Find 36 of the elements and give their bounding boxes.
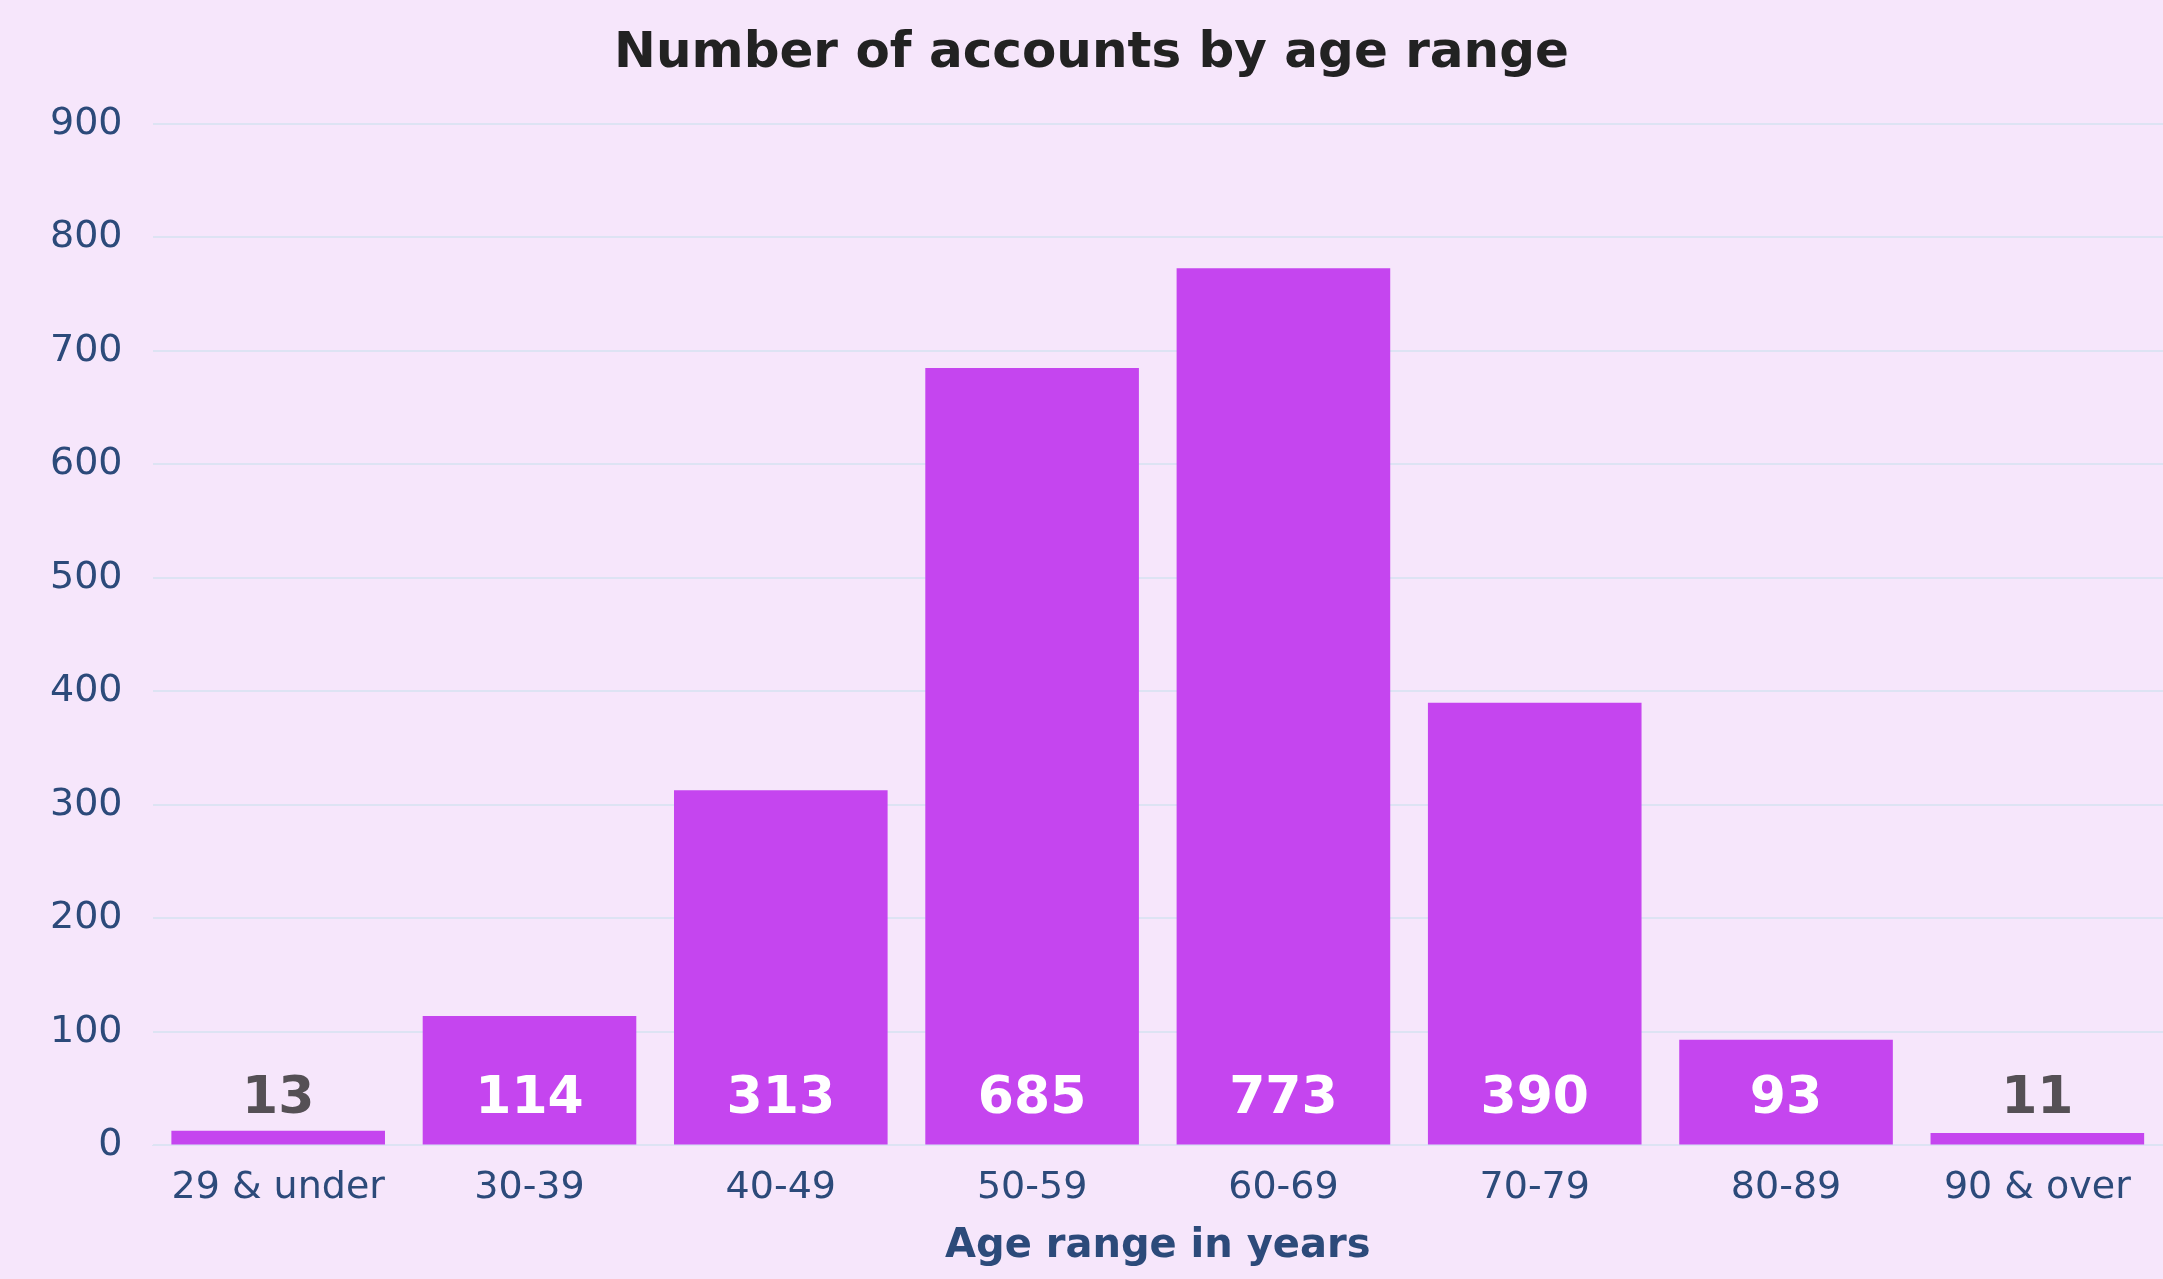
y-tick-label: 300 [50, 779, 123, 824]
y-tick-label: 800 [50, 212, 123, 257]
x-tick-label: 70-79 [1479, 1163, 1590, 1208]
data-label: 13 [242, 1064, 315, 1125]
data-label: 11 [2001, 1064, 2074, 1125]
chart-title: Number of accounts by age range [614, 20, 1569, 79]
bar [925, 368, 1139, 1145]
x-tick-label: 29 & under [171, 1163, 386, 1208]
x-tick-label: 50-59 [976, 1163, 1088, 1208]
y-tick-label: 400 [50, 666, 123, 711]
data-label: 313 [726, 1064, 836, 1125]
y-tick-label: 500 [50, 552, 123, 597]
bar [1427, 702, 1642, 1145]
bar [422, 1016, 637, 1145]
bar [1679, 1039, 1893, 1145]
data-label: 685 [977, 1064, 1087, 1125]
x-tick-label: 60-69 [1228, 1163, 1339, 1208]
y-tick-label: 700 [50, 325, 123, 370]
y-tick-label: 900 [50, 98, 123, 143]
x-axis-title: Age range in years [945, 1220, 1371, 1267]
data-label: 390 [1480, 1064, 1589, 1125]
x-tick-label: 40-49 [725, 1163, 837, 1208]
x-tick-label: 30-39 [474, 1163, 585, 1208]
bar [1930, 1132, 2145, 1145]
x-tick-label: 90 & over [1943, 1163, 2132, 1208]
data-label: 93 [1749, 1064, 1823, 1125]
x-tick-label: 80-89 [1730, 1163, 1842, 1208]
bar [1176, 268, 1391, 1145]
bar [171, 1130, 385, 1145]
y-tick-label: 200 [50, 893, 123, 938]
bar [674, 790, 888, 1145]
y-tick-label: 100 [50, 1006, 123, 1051]
y-tick-label: 0 [98, 1120, 123, 1165]
y-tick-label: 600 [50, 439, 123, 484]
data-label: 773 [1229, 1064, 1338, 1125]
data-label: 114 [475, 1064, 584, 1125]
